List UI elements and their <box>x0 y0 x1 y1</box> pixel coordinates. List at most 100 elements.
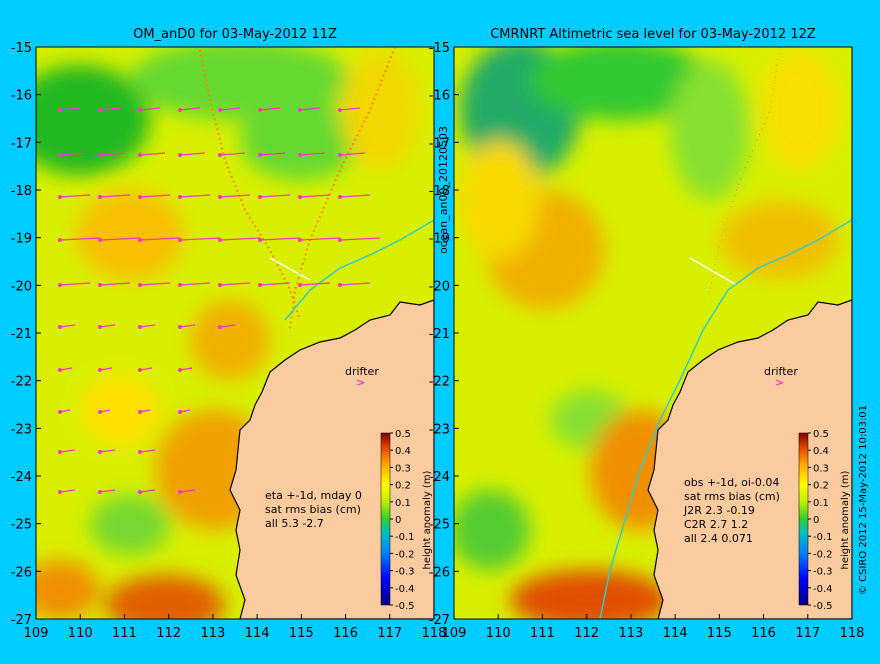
current-arrow <box>99 107 121 111</box>
left-stats-line-0: eta +-1d, mday 0 <box>265 489 362 502</box>
left-panel: OM_anD0 for 03-May-2012 11Z <box>11 27 450 641</box>
left-colorbar-ticks: 0.5 0.4 0.3 0.2 0.1 0 -0.1 -0.2 -0.3 -0.4 -0.5 <box>390 429 415 612</box>
y-tick-label: -17 <box>429 136 450 151</box>
x-tick-label: 110 <box>68 626 93 641</box>
x-tick-label: 115 <box>289 626 314 641</box>
current-arrow-head <box>298 153 302 157</box>
current-arrow-head <box>298 283 302 287</box>
current-arrow <box>139 324 156 328</box>
current-arrow-head <box>58 195 62 199</box>
y-tick-label: -26 <box>429 565 450 580</box>
colorbar-tick-label: 0.2 <box>813 481 829 492</box>
right-title: CMRNRT Altimetric sea level for 03-May-2… <box>490 27 816 42</box>
current-arrow-head <box>138 238 142 242</box>
y-tick-label: -15 <box>11 41 32 56</box>
current-arrow-head <box>218 283 222 287</box>
y-tick-label: -27 <box>11 613 32 628</box>
current-arrow <box>59 107 81 111</box>
right-stats-line-4: all 2.4 0.071 <box>684 532 753 545</box>
current-arrow <box>179 324 196 328</box>
left-colorbar-label: height anomaly (m) <box>422 470 433 569</box>
current-arrow <box>219 324 236 328</box>
current-arrow <box>99 449 116 453</box>
current-arrow-head <box>58 238 62 242</box>
current-arrow-head <box>138 410 142 414</box>
right-map: drifter > obs +-1d, oi-0.04 sat rms bias… <box>454 47 852 619</box>
current-arrow <box>219 282 251 286</box>
y-tick-label: -21 <box>11 327 32 342</box>
current-arrow <box>219 194 251 198</box>
colorbar-tick-label: -0.1 <box>813 532 833 543</box>
current-arrow-head <box>58 325 62 329</box>
credit-label: © CSIRO 2012 15-May-2012 10:03:01 <box>858 405 869 595</box>
current-arrow-head <box>98 108 102 112</box>
current-arrow <box>299 237 341 241</box>
y-tick-label: -21 <box>429 327 450 342</box>
y-tick-label: -25 <box>429 518 450 533</box>
current-arrow <box>99 367 113 371</box>
current-arrow <box>299 107 321 111</box>
current-arrow-head <box>178 238 182 242</box>
current-arrow-head <box>58 490 62 494</box>
current-arrow <box>259 282 291 286</box>
current-arrow-head <box>98 195 102 199</box>
colorbar-tick-label: -0.4 <box>395 584 415 595</box>
right-sat-track <box>709 47 781 291</box>
x-tick-label: 112 <box>574 626 599 641</box>
colorbar-tick-label: -0.2 <box>395 549 415 560</box>
y-tick-label: -17 <box>11 136 32 151</box>
y-tick-label: -24 <box>11 470 32 485</box>
current-arrow <box>139 237 181 241</box>
current-arrow-head <box>258 238 262 242</box>
left-title: OM_anD0 for 03-May-2012 11Z <box>133 27 337 42</box>
left-drifter-label: drifter <box>345 365 379 378</box>
left-current-arrows <box>58 107 381 494</box>
current-arrow <box>299 282 331 286</box>
current-arrow-head <box>58 450 62 454</box>
current-arrow-head <box>138 283 142 287</box>
current-arrow-head <box>218 325 222 329</box>
current-arrow-head <box>138 153 142 157</box>
right-section-line <box>689 257 736 285</box>
current-arrow <box>259 194 291 198</box>
colorbar-tick-label: -0.5 <box>395 601 415 612</box>
colorbar-tick-label: 0.3 <box>395 463 411 474</box>
current-arrow-head <box>178 195 182 199</box>
current-arrow <box>99 237 141 241</box>
x-tick-label: 116 <box>751 626 776 641</box>
current-arrow <box>139 194 171 198</box>
current-arrow-head <box>218 153 222 157</box>
current-arrow <box>59 367 73 371</box>
current-arrow-head <box>218 108 222 112</box>
current-arrow-head <box>178 368 182 372</box>
current-arrow-head <box>298 108 302 112</box>
current-arrow <box>59 237 101 241</box>
colorbar-tick-label: 0 <box>813 515 819 526</box>
current-arrow <box>139 489 156 493</box>
left-stats: eta +-1d, mday 0 sat rms bias (cm) all 5… <box>265 489 362 530</box>
current-arrow <box>59 449 76 453</box>
current-arrow-head <box>138 490 142 494</box>
y-tick-label: -22 <box>429 375 450 390</box>
current-arrow <box>59 194 91 198</box>
current-arrow <box>259 107 281 111</box>
colorbar-tick-label: 0.3 <box>813 463 829 474</box>
x-tick-label: 118 <box>840 626 865 641</box>
current-arrow <box>259 152 286 156</box>
current-arrow-head <box>178 490 182 494</box>
right-colorbar <box>798 432 809 606</box>
current-arrow-head <box>138 450 142 454</box>
current-arrow-head <box>98 153 102 157</box>
current-arrow-head <box>258 195 262 199</box>
y-tick-label: -20 <box>429 279 450 294</box>
x-tick-label: 109 <box>24 626 49 641</box>
colorbar-tick-label: 0.1 <box>395 498 411 509</box>
colorbar-tick-label: 0.5 <box>813 429 829 440</box>
current-arrow-head <box>178 410 182 414</box>
current-arrow <box>139 152 166 156</box>
current-arrow <box>179 194 211 198</box>
right-stats-line-0: obs +-1d, oi-0.04 <box>684 476 779 489</box>
current-arrow-head <box>258 283 262 287</box>
x-tick-label: 117 <box>377 626 402 641</box>
left-drifter-marker: > <box>356 376 365 389</box>
